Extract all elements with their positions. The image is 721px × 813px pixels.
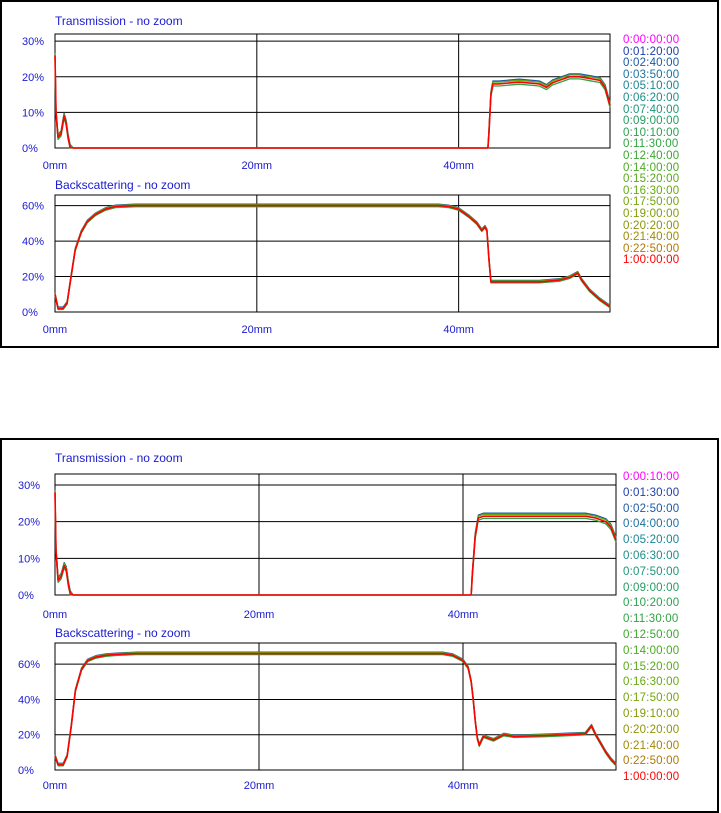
p1-backscattering-title: Backscattering - no zoom bbox=[55, 178, 190, 192]
chart-svg-1: Transmission - no zoom 0% 10% 20% 30% 0mm 20mm… bbox=[22, 14, 611, 336]
legend-entry: 0:20:20:00 bbox=[623, 723, 680, 736]
p1-transmission-curve-earlier bbox=[54, 52, 611, 149]
legend-entry: 0:00:00:00 bbox=[623, 34, 680, 46]
p1-backscattering-frame bbox=[54, 194, 611, 313]
p2-backscattering-ytick-label: 0% bbox=[18, 765, 34, 777]
legend-entry: 0:11:30:00 bbox=[623, 138, 679, 151]
p2-backscattering-ytick-label: 40% bbox=[18, 694, 40, 706]
legend-entry: 0:12:50:00 bbox=[623, 629, 680, 641]
legend-entry: 0:00:10:00 bbox=[623, 471, 680, 483]
legend-entry: 0:17:50:00 bbox=[623, 692, 680, 705]
p2-transmission-curve-earlier bbox=[54, 494, 617, 596]
legend-entry: 0:16:30:00 bbox=[623, 184, 680, 197]
legend-entry: 0:14:00:00 bbox=[623, 161, 680, 174]
legend-entry: 0:02:40:00 bbox=[623, 57, 680, 70]
legend-entry: 0:11:30:00 bbox=[623, 613, 679, 626]
p2-transmission-frame bbox=[54, 473, 617, 596]
p1-backscattering-curve-final bbox=[54, 204, 611, 310]
legend-entry: 0:06:20:00 bbox=[623, 92, 680, 104]
p1-backscattering-curve-earlier bbox=[54, 206, 611, 311]
chart-panel-1: Transmission - no zoom 0% 10% 20% 30% 0mm 20mm… bbox=[0, 0, 719, 348]
p2-transmission-title: Transmission - no zoom bbox=[55, 451, 183, 465]
p2-backscattering-title: Backscattering - no zoom bbox=[55, 626, 190, 640]
legend-entry: 0:07:40:00 bbox=[623, 103, 680, 116]
p2-backscattering-xtick-label: 40mm bbox=[448, 780, 479, 792]
legend-entry: 0:01:20:00 bbox=[623, 45, 680, 58]
legend-entry: 1:00:00:00 bbox=[623, 254, 680, 267]
p1-backscattering-xtick-label: 20mm bbox=[242, 324, 273, 336]
p2-transmission-ytick-label: 30% bbox=[18, 480, 40, 492]
legend-entry: 0:15:20:00 bbox=[623, 173, 680, 186]
legend-entry: 0:04:00:00 bbox=[623, 518, 680, 531]
p1-backscattering-ytick-label: 20% bbox=[22, 272, 44, 284]
legend-entry: 0:20:20:00 bbox=[623, 219, 680, 232]
legend-entry: 0:07:50:00 bbox=[623, 565, 680, 578]
p2-transmission-xtick-label: 20mm bbox=[244, 609, 275, 621]
chart-svg-2: Transmission - no zoom 0% 10% 20% 30% 0mm 20mm… bbox=[18, 451, 617, 792]
p2-backscattering-ytick-label: 20% bbox=[18, 730, 40, 742]
p2-transmission-curve-earlier bbox=[54, 489, 617, 596]
p1-backscattering-ytick-label: 40% bbox=[22, 236, 44, 248]
p1-backscattering-curve-earlier bbox=[54, 204, 611, 309]
p2-backscattering-frame bbox=[54, 642, 617, 771]
legend-entry: 0:21:40:00 bbox=[623, 231, 680, 244]
legend-entry: 0:19:00:00 bbox=[623, 208, 680, 220]
legend-entry: 0:19:10:00 bbox=[623, 708, 680, 720]
p1-transmission-ytick-label: 0% bbox=[22, 143, 38, 155]
legend-entry: 0:22:50:00 bbox=[623, 242, 680, 255]
p1-backscattering-curve-earlier bbox=[54, 203, 611, 308]
p2-transmission-curve-final bbox=[54, 492, 617, 596]
p1-transmission-title: Transmission - no zoom bbox=[55, 14, 183, 28]
p1-transmission-ytick-label: 30% bbox=[22, 36, 44, 48]
p2-transmission-ytick-label: 0% bbox=[18, 590, 34, 602]
p2-backscattering-xtick-label: 20mm bbox=[244, 780, 275, 792]
legend-entry: 0:09:00:00 bbox=[623, 581, 680, 594]
legend-entry: 0:06:30:00 bbox=[623, 550, 680, 562]
p1-transmission-ytick-label: 20% bbox=[22, 72, 44, 84]
p2-transmission-xtick-label: 0mm bbox=[43, 609, 67, 621]
p1-transmission-ytick-label: 10% bbox=[22, 107, 44, 119]
p1-transmission-curve-final bbox=[54, 55, 611, 149]
p1-transmission-curve-earlier bbox=[54, 53, 611, 149]
legend-entry: 0:21:40:00 bbox=[623, 739, 680, 752]
legend-entry: 0:22:50:00 bbox=[623, 755, 680, 768]
p1-transmission-frame bbox=[54, 33, 611, 149]
p2-backscattering-curve-final bbox=[54, 652, 617, 766]
p2-transmission-ytick-label: 20% bbox=[18, 517, 40, 529]
p2-transmission-xtick-label: 40mm bbox=[448, 609, 479, 621]
legend-entry: 0:16:30:00 bbox=[623, 676, 680, 689]
legend-entry: 1:00:00:00 bbox=[623, 771, 680, 784]
chart-panel-2: Transmission - no zoom 0% 10% 20% 30% 0mm 20mm… bbox=[0, 438, 719, 813]
legend-entry: 0:14:00:00 bbox=[623, 644, 680, 657]
p2-transmission-curve-earlier bbox=[54, 490, 617, 596]
p1-backscattering-xtick-label: 40mm bbox=[443, 324, 474, 336]
p1-transmission-xtick-label: 20mm bbox=[242, 160, 273, 172]
legend-entry: 0:05:20:00 bbox=[623, 534, 680, 547]
legend-entry: 0:15:20:00 bbox=[623, 660, 680, 673]
p2-backscattering-curve-earlier bbox=[54, 651, 617, 764]
legend-entry: 0:10:20:00 bbox=[623, 597, 680, 610]
legend-entry: 0:10:10:00 bbox=[623, 126, 680, 139]
p1-transmission-curve-earlier bbox=[54, 57, 611, 149]
p2-backscattering-curve-earlier bbox=[54, 653, 617, 767]
legend-entry: 0:09:00:00 bbox=[623, 115, 680, 128]
p1-backscattering-ytick-label: 60% bbox=[22, 201, 44, 213]
legend-entry: 0:17:50:00 bbox=[623, 196, 680, 209]
legend-entry: 0:02:50:00 bbox=[623, 502, 680, 515]
legend-entry: 0:05:10:00 bbox=[623, 80, 680, 93]
legend-entry: 0:01:30:00 bbox=[623, 486, 680, 499]
p2-backscattering-curve-earlier bbox=[54, 652, 617, 765]
p2-backscattering-ytick-label: 60% bbox=[18, 659, 40, 671]
p1-backscattering-ytick-label: 0% bbox=[22, 307, 38, 319]
legend-entry: 0:12:40:00 bbox=[623, 150, 680, 162]
p1-transmission-xtick-label: 40mm bbox=[443, 160, 474, 172]
legend-entry: 0:03:50:00 bbox=[623, 68, 680, 81]
p2-transmission-ytick-label: 10% bbox=[18, 553, 40, 565]
p1-backscattering-xtick-label: 0mm bbox=[43, 324, 67, 336]
p1-transmission-xtick-label: 0mm bbox=[43, 160, 67, 172]
p2-backscattering-xtick-label: 0mm bbox=[43, 780, 67, 792]
